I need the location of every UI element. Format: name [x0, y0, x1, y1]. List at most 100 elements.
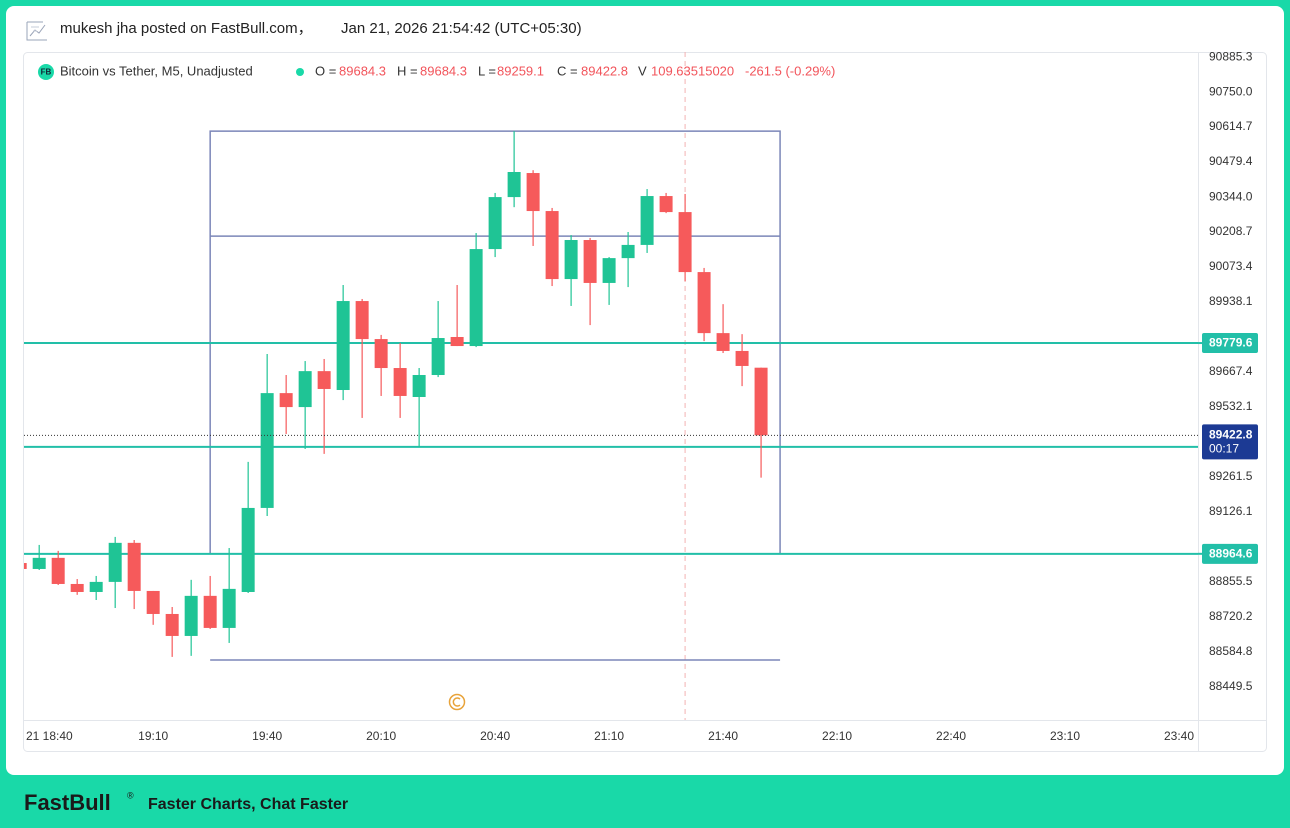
- candle-body: [393, 368, 407, 396]
- x-tick-label: 23:10: [1050, 729, 1080, 743]
- candle-body: [32, 557, 46, 569]
- y-tick-label: 90750.0: [1209, 84, 1253, 98]
- logo-badge: [38, 64, 54, 80]
- logo-text: FB: [41, 68, 52, 77]
- y-tick-label: 89938.1: [1209, 294, 1253, 308]
- x-tick-label: 20:10: [366, 729, 396, 743]
- price-line-label: 89779.6: [1209, 336, 1253, 350]
- legend-label: L =: [478, 63, 496, 78]
- y-tick-label: 90479.4: [1209, 154, 1253, 168]
- y-tick-label: 90073.4: [1209, 259, 1253, 273]
- y-tick-label: 89261.5: [1209, 469, 1253, 483]
- x-tick-label: 20:40: [480, 729, 510, 743]
- candle-body: [659, 196, 673, 213]
- y-tick-label: 89667.4: [1209, 364, 1253, 378]
- y-tick-label: 90885.3: [1209, 49, 1253, 63]
- candle-body: [754, 367, 768, 436]
- candle-body: [450, 336, 464, 347]
- candle-body: [374, 339, 388, 369]
- candle-body: [203, 595, 217, 628]
- chart-title: Bitcoin vs Tether, M5, Unadjusted: [60, 63, 253, 78]
- countdown-label: 00:17: [1209, 441, 1239, 455]
- price-line-label: 88964.6: [1209, 546, 1253, 560]
- candle-body: [545, 211, 559, 280]
- legend-value: 89684.3: [339, 63, 386, 78]
- candle-body: [260, 393, 274, 508]
- price-line-tag: [1202, 333, 1258, 354]
- candle-body: [127, 542, 141, 591]
- candle-body: [640, 196, 654, 245]
- y-tick-label: 90344.0: [1209, 189, 1253, 203]
- candle-body: [336, 301, 350, 391]
- candle-body: [279, 393, 293, 408]
- candle-body: [70, 583, 84, 592]
- y-tick-label: 88855.5: [1209, 574, 1253, 588]
- legend-label: H =: [397, 63, 418, 78]
- x-tick-label: 23:40: [1164, 729, 1194, 743]
- footer-brand: FastBull: [24, 790, 111, 815]
- candle-body: [184, 595, 198, 636]
- candle-body: [678, 212, 692, 273]
- legend-label: O =: [315, 63, 336, 78]
- plot-area: [24, 52, 1198, 720]
- y-tick-label: 88449.5: [1209, 679, 1253, 693]
- card: [6, 6, 1284, 775]
- author-line: mukesh jha posted on FastBull.com，: [60, 20, 313, 37]
- legend: FB Bitcoin vs Tether, M5, Unadjusted O =…: [38, 63, 835, 80]
- candle-body: [165, 613, 179, 636]
- x-tick-label: 21:40: [708, 729, 738, 743]
- price-line-tag: [1202, 543, 1258, 564]
- y-tick-label: 88584.8: [1209, 644, 1253, 658]
- candle-body: [298, 371, 312, 408]
- candle-body: [697, 272, 711, 334]
- candle-body: [108, 542, 122, 582]
- watermark-icon: [448, 693, 466, 711]
- legend-value: 89259.1: [497, 63, 544, 78]
- candle-body: [507, 171, 521, 198]
- candle-body: [89, 581, 103, 592]
- last-price-label: 89422.8: [1209, 427, 1253, 441]
- legend-change: -261.5 (-0.29%): [745, 63, 835, 78]
- candle-body: [355, 301, 369, 340]
- y-tick-label: 89532.1: [1209, 399, 1253, 413]
- x-tick-label: 19:40: [252, 729, 282, 743]
- candle-body: [317, 371, 331, 389]
- candle-body: [51, 557, 65, 584]
- candle-body: [488, 197, 502, 250]
- candle-body: [564, 240, 578, 280]
- timestamp: Jan 21, 2026 21:54:42 (UTC+05:30): [341, 20, 582, 37]
- header-icon: [26, 21, 47, 41]
- status-dot: [296, 68, 304, 76]
- legend-label: V: [638, 63, 647, 78]
- x-tick-label: 22:10: [822, 729, 852, 743]
- legend-label: C =: [557, 63, 578, 78]
- candle-body: [602, 258, 616, 283]
- candle-body: [621, 244, 635, 259]
- footer-brand-mark: ®: [127, 790, 134, 800]
- footer-tagline: Faster Charts, Chat Faster: [148, 796, 348, 813]
- x-tick-label: 19:10: [138, 729, 168, 743]
- x-tick-label: 21 18:40: [26, 729, 73, 743]
- legend-value: 109.63515020: [651, 63, 734, 78]
- candle-body: [412, 375, 426, 397]
- legend-value: 89684.3: [420, 63, 467, 78]
- y-tick-label: 90614.7: [1209, 119, 1253, 133]
- candle-body: [716, 333, 730, 351]
- legend-value: 89422.8: [581, 63, 628, 78]
- candle-body: [241, 507, 255, 592]
- candle-body: [735, 350, 749, 366]
- candle-body: [222, 588, 236, 628]
- x-tick-label: 21:10: [594, 729, 624, 743]
- last-price-tag: [1202, 424, 1258, 460]
- y-tick-label: 88720.2: [1209, 609, 1253, 623]
- candle-body: [583, 240, 597, 283]
- candle-body: [469, 249, 483, 347]
- x-tick-label: 22:40: [936, 729, 966, 743]
- candle-body: [526, 173, 540, 212]
- y-tick-label: 89126.1: [1209, 504, 1253, 518]
- candle-body: [431, 338, 445, 376]
- candle-body: [24, 563, 27, 569]
- candle-body: [146, 590, 160, 614]
